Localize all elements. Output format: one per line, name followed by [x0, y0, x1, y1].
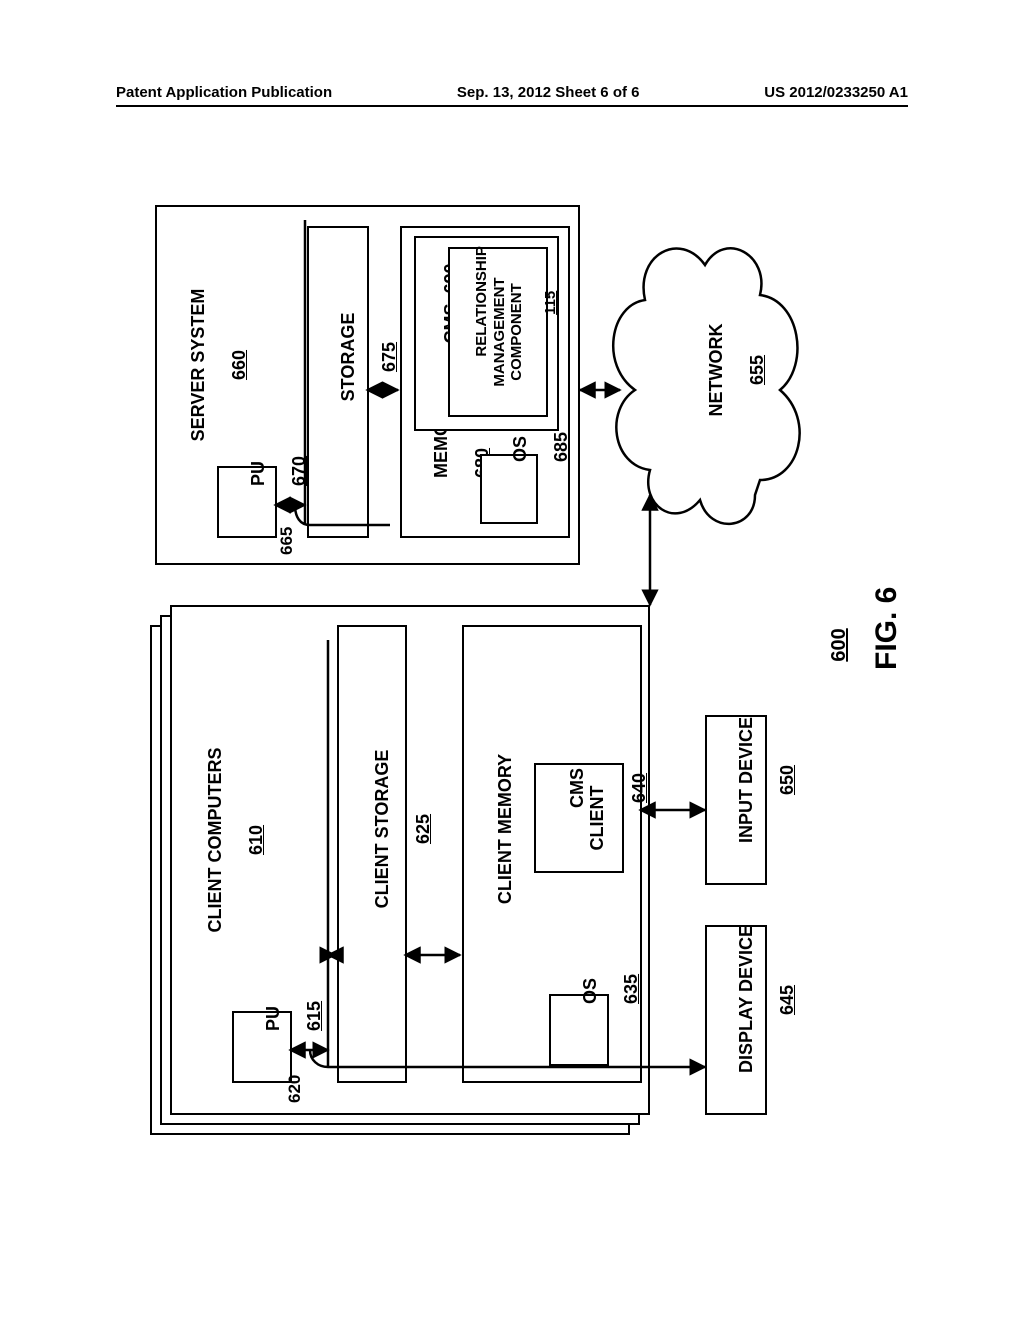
diagram: CLIENT COMPUTERS 610 PU 615 CLIENT STORA…	[150, 195, 880, 1135]
header-mid: Sep. 13, 2012 Sheet 6 of 6	[457, 84, 640, 101]
header-right: US 2012/0233250 A1	[764, 84, 908, 101]
page-header: Patent Application Publication Sep. 13, …	[116, 84, 908, 107]
bus-wires	[150, 195, 880, 1135]
header-left: Patent Application Publication	[116, 84, 332, 101]
